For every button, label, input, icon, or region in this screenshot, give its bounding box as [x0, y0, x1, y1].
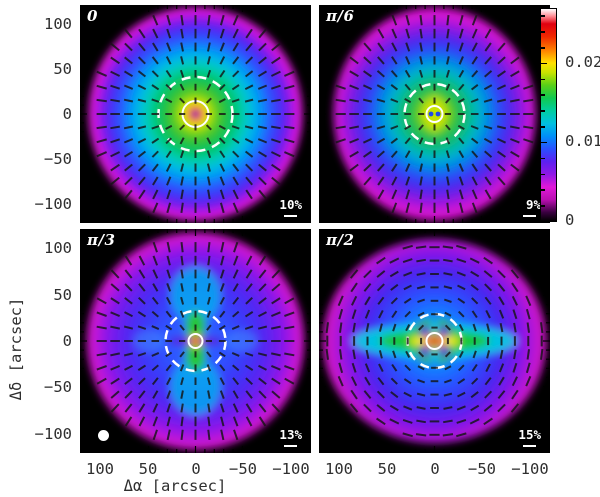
colorbar-tick	[541, 221, 547, 223]
y-axis-label: Δδ [arcsec]	[7, 297, 25, 401]
x-axis-label: Δα [arcsec]	[123, 477, 227, 495]
colorbar-tick	[541, 189, 545, 191]
x-tick-label: −100	[511, 460, 549, 478]
colorbar-tick	[541, 31, 545, 33]
max-polarization-label: 9%	[525, 197, 541, 212]
colorbar-tick	[541, 173, 545, 176]
y-tick-label: 100	[44, 15, 72, 33]
vector-scale-bar	[523, 215, 536, 217]
polarization-map-pi-6	[319, 5, 550, 223]
y-tick-label: 50	[53, 60, 72, 78]
max-polarization-label: 15%	[518, 427, 541, 442]
colorbar-tick	[541, 47, 545, 49]
colorbar-tick	[541, 141, 547, 144]
panel-inclination-0: 0 10%	[78, 3, 313, 225]
polarization-map-pi-2	[319, 229, 550, 453]
x-tick-label: 0	[430, 460, 440, 478]
beam-circle	[98, 430, 109, 441]
x-tick-label: −100	[272, 460, 310, 478]
panel-inclination-pi-2: π/2 15%	[317, 227, 552, 455]
colorbar-tick	[541, 110, 545, 112]
colorbar-tick	[541, 94, 545, 96]
x-tick-label: 50	[377, 460, 397, 478]
colorbar-tick	[541, 205, 545, 207]
max-polarization-label: 10%	[279, 197, 302, 212]
polarization-map-0	[80, 5, 311, 223]
y-tick-label: 0	[62, 332, 72, 350]
colorbar-tick-label: 0.02	[565, 53, 600, 71]
panel-inclination-pi-6: π/6 9%	[317, 3, 552, 225]
colorbar-tick-label: 0	[565, 211, 575, 229]
y-tick-label: −100	[34, 425, 72, 443]
x-tick-label: 100	[325, 460, 353, 478]
panel-label: π/2	[326, 231, 355, 249]
y-tick-label: −50	[44, 150, 72, 168]
y-tick-label: −100	[34, 195, 72, 213]
x-tick-label: 100	[86, 460, 114, 478]
panel-label: π/3	[87, 231, 116, 249]
panel-inclination-pi-3: π/3 13%	[78, 227, 313, 455]
panel-label: 0	[87, 7, 98, 25]
colorbar-tick	[541, 126, 545, 128]
vector-scale-bar	[284, 445, 297, 447]
vector-scale-bar	[284, 215, 297, 217]
panel-label: π/6	[326, 7, 355, 25]
colorbar-tick	[541, 15, 545, 17]
y-tick-label: 0	[62, 105, 72, 123]
x-tick-label: 50	[138, 460, 158, 478]
vector-scale-bar	[523, 445, 536, 447]
max-polarization-label: 13%	[279, 427, 302, 442]
colorbar-tick-label: 0.01	[565, 132, 600, 150]
y-tick-label: 100	[44, 239, 72, 257]
colorbar-tick	[541, 62, 547, 65]
colorbar-tick	[541, 78, 545, 81]
y-tick-label: 50	[53, 286, 72, 304]
y-tick-label: −50	[44, 378, 72, 396]
colorbar	[540, 8, 557, 223]
x-tick-label: −50	[468, 460, 496, 478]
x-tick-label: 0	[191, 460, 201, 478]
x-tick-label: −50	[229, 460, 257, 478]
polarization-map-pi-3	[80, 229, 311, 453]
colorbar-tick	[541, 157, 545, 160]
